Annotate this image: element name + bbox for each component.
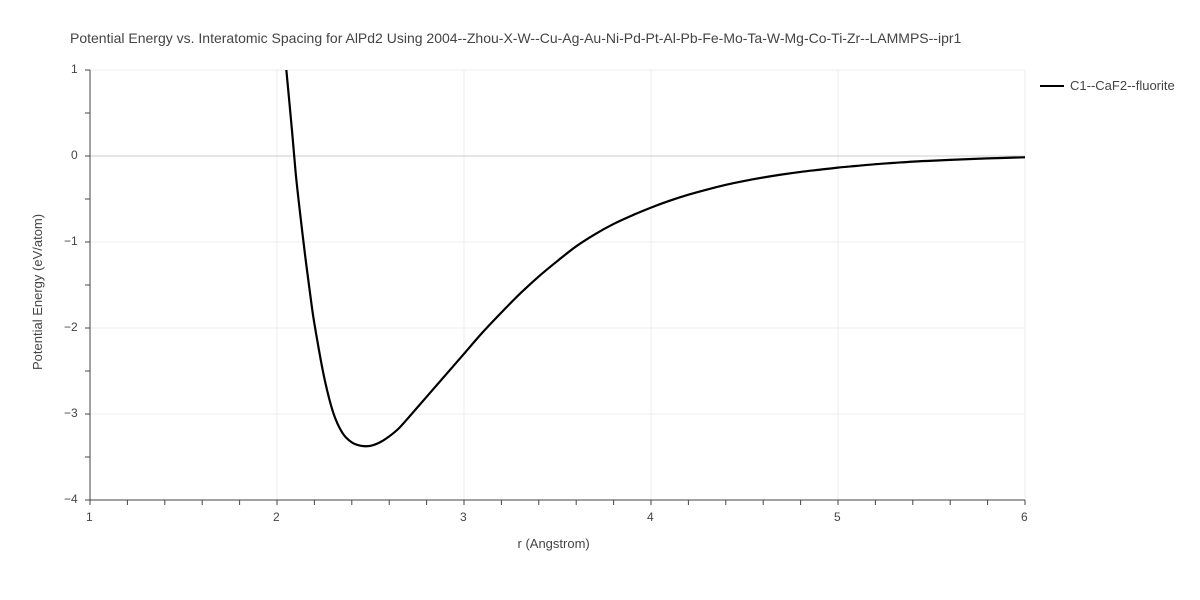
- y-tick-label: −1: [64, 234, 78, 248]
- x-tick-label: 3: [460, 510, 467, 524]
- y-tick-label: −3: [64, 406, 78, 420]
- y-tick-label: −2: [64, 320, 78, 334]
- x-tick-label: 2: [273, 510, 280, 524]
- y-tick-label: 1: [71, 62, 78, 76]
- x-tick-label: 1: [86, 510, 93, 524]
- series-line: [286, 70, 1025, 446]
- legend: C1--CaF2--fluorite: [1040, 78, 1175, 93]
- x-tick-label: 4: [647, 510, 654, 524]
- x-tick-label: 6: [1021, 510, 1028, 524]
- x-tick-label: 5: [834, 510, 841, 524]
- legend-swatch: [1040, 85, 1064, 87]
- y-tick-label: −4: [64, 492, 78, 506]
- chart-plot-area: [0, 0, 1200, 600]
- y-tick-label: 0: [71, 148, 78, 162]
- legend-label: C1--CaF2--fluorite: [1070, 78, 1175, 93]
